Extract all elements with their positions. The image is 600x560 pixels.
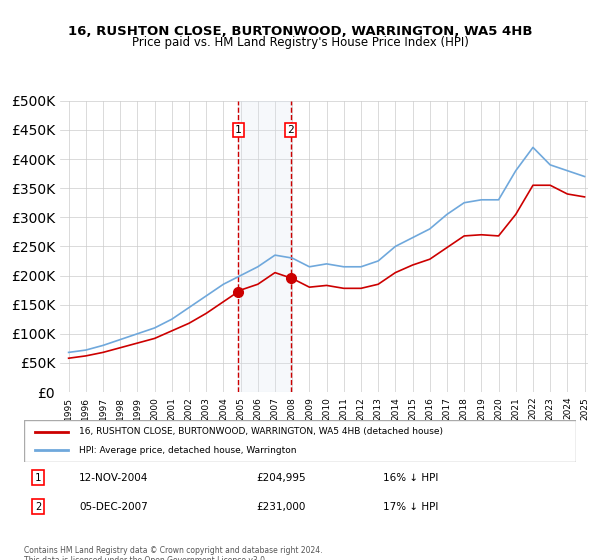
Text: 2: 2 bbox=[35, 502, 41, 512]
Text: 17% ↓ HPI: 17% ↓ HPI bbox=[383, 502, 438, 512]
Text: 16% ↓ HPI: 16% ↓ HPI bbox=[383, 473, 438, 483]
Bar bbox=[238, 101, 291, 392]
Text: Price paid vs. HM Land Registry's House Price Index (HPI): Price paid vs. HM Land Registry's House … bbox=[131, 36, 469, 49]
Text: £204,995: £204,995 bbox=[256, 473, 305, 483]
Text: 16, RUSHTON CLOSE, BURTONWOOD, WARRINGTON, WA5 4HB: 16, RUSHTON CLOSE, BURTONWOOD, WARRINGTO… bbox=[68, 25, 532, 38]
Text: 2: 2 bbox=[287, 125, 294, 135]
Text: HPI: Average price, detached house, Warrington: HPI: Average price, detached house, Warr… bbox=[79, 446, 296, 455]
Text: 05-DEC-2007: 05-DEC-2007 bbox=[79, 502, 148, 512]
Text: 16, RUSHTON CLOSE, BURTONWOOD, WARRINGTON, WA5 4HB (detached house): 16, RUSHTON CLOSE, BURTONWOOD, WARRINGTO… bbox=[79, 427, 443, 436]
Text: £231,000: £231,000 bbox=[256, 502, 305, 512]
Text: 1: 1 bbox=[235, 125, 242, 135]
Text: 1: 1 bbox=[35, 473, 41, 483]
Text: 12-NOV-2004: 12-NOV-2004 bbox=[79, 473, 149, 483]
FancyBboxPatch shape bbox=[24, 420, 576, 462]
Text: Contains HM Land Registry data © Crown copyright and database right 2024.
This d: Contains HM Land Registry data © Crown c… bbox=[24, 546, 323, 560]
